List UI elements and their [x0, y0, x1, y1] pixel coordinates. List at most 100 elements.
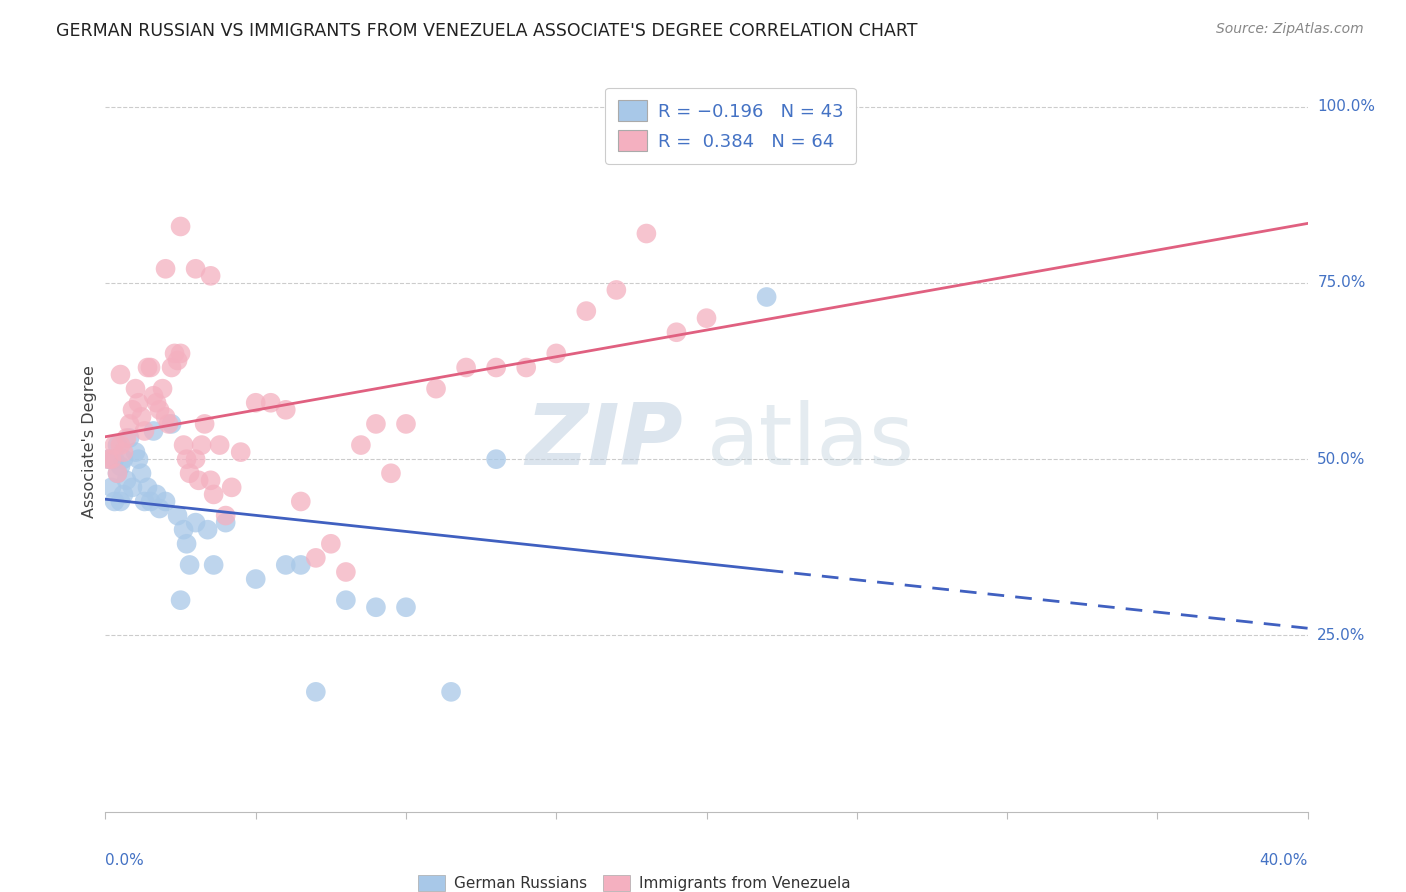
- Point: [148, 501, 170, 516]
- Point: [110, 438, 132, 452]
- Point: [274, 402, 297, 417]
- Point: [425, 382, 447, 396]
- Point: [155, 261, 177, 276]
- Point: [107, 467, 129, 481]
- Point: [184, 452, 207, 467]
- Point: [115, 431, 138, 445]
- Point: [160, 417, 183, 431]
- Point: [454, 360, 477, 375]
- Point: [290, 558, 312, 572]
- Point: [485, 360, 508, 375]
- Point: [145, 396, 167, 410]
- Point: [107, 438, 129, 452]
- Text: 100.0%: 100.0%: [1317, 99, 1375, 114]
- Point: [103, 452, 125, 467]
- Point: [136, 360, 159, 375]
- Point: [97, 452, 120, 467]
- Point: [515, 360, 537, 375]
- Point: [305, 685, 328, 699]
- Point: [395, 417, 418, 431]
- Point: [305, 550, 328, 565]
- Point: [245, 572, 267, 586]
- Point: [440, 685, 463, 699]
- Point: [200, 473, 222, 487]
- Point: [107, 467, 129, 481]
- Point: [142, 389, 165, 403]
- Point: [200, 268, 222, 283]
- Point: [112, 452, 135, 467]
- Point: [187, 473, 209, 487]
- Point: [110, 368, 132, 382]
- Point: [319, 537, 342, 551]
- Point: [103, 438, 125, 452]
- Point: [173, 438, 195, 452]
- Point: [155, 409, 177, 424]
- Text: 0.0%: 0.0%: [105, 854, 145, 869]
- Text: GERMAN RUSSIAN VS IMMIGRANTS FROM VENEZUELA ASSOCIATE'S DEGREE CORRELATION CHART: GERMAN RUSSIAN VS IMMIGRANTS FROM VENEZU…: [56, 22, 918, 40]
- Point: [274, 558, 297, 572]
- Point: [636, 227, 658, 241]
- Point: [110, 459, 132, 474]
- Point: [546, 346, 568, 360]
- Point: [665, 325, 688, 339]
- Point: [696, 311, 718, 326]
- Point: [190, 438, 212, 452]
- Point: [335, 593, 357, 607]
- Point: [139, 360, 162, 375]
- Point: [364, 600, 387, 615]
- Legend: German Russians, Immigrants from Venezuela: German Russians, Immigrants from Venezue…: [411, 868, 859, 892]
- Text: atlas: atlas: [707, 400, 914, 483]
- Text: 75.0%: 75.0%: [1317, 276, 1365, 291]
- Point: [214, 516, 236, 530]
- Point: [121, 402, 143, 417]
- Point: [214, 508, 236, 523]
- Point: [142, 424, 165, 438]
- Point: [100, 480, 122, 494]
- Point: [290, 494, 312, 508]
- Point: [173, 523, 195, 537]
- Point: [121, 480, 143, 494]
- Point: [112, 445, 135, 459]
- Text: 40.0%: 40.0%: [1260, 854, 1308, 869]
- Point: [148, 402, 170, 417]
- Point: [145, 487, 167, 501]
- Text: ZIP: ZIP: [524, 400, 682, 483]
- Point: [97, 452, 120, 467]
- Point: [350, 438, 373, 452]
- Point: [364, 417, 387, 431]
- Point: [605, 283, 627, 297]
- Point: [131, 467, 153, 481]
- Point: [260, 396, 283, 410]
- Point: [169, 346, 191, 360]
- Point: [152, 382, 174, 396]
- Point: [380, 467, 402, 481]
- Point: [112, 487, 135, 501]
- Point: [139, 494, 162, 508]
- Point: [100, 452, 122, 467]
- Point: [335, 565, 357, 579]
- Point: [176, 452, 198, 467]
- Point: [184, 516, 207, 530]
- Point: [134, 424, 156, 438]
- Point: [157, 417, 180, 431]
- Point: [395, 600, 418, 615]
- Text: Source: ZipAtlas.com: Source: ZipAtlas.com: [1216, 22, 1364, 37]
- Point: [197, 523, 219, 537]
- Point: [176, 537, 198, 551]
- Point: [179, 467, 201, 481]
- Point: [169, 593, 191, 607]
- Point: [110, 494, 132, 508]
- Point: [103, 494, 125, 508]
- Point: [194, 417, 217, 431]
- Point: [485, 452, 508, 467]
- Point: [155, 494, 177, 508]
- Point: [131, 409, 153, 424]
- Point: [575, 304, 598, 318]
- Point: [118, 431, 141, 445]
- Point: [134, 494, 156, 508]
- Point: [118, 417, 141, 431]
- Point: [166, 508, 188, 523]
- Text: 50.0%: 50.0%: [1317, 451, 1365, 467]
- Point: [163, 346, 186, 360]
- Point: [124, 445, 146, 459]
